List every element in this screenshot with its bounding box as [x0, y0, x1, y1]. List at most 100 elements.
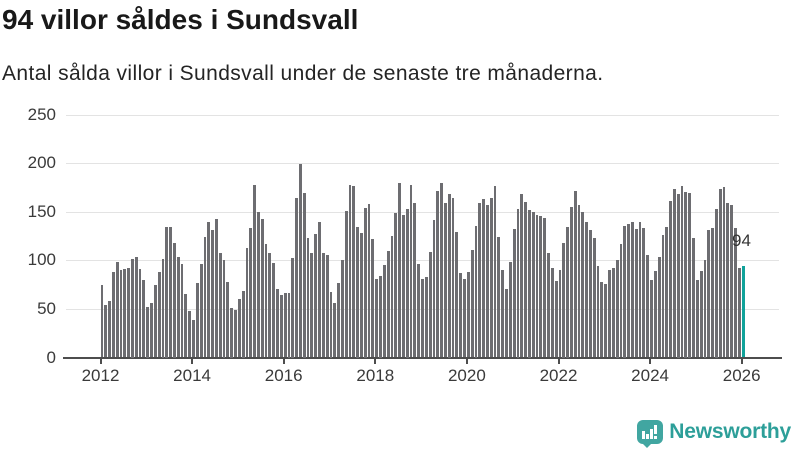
bar — [463, 278, 466, 358]
bar — [272, 263, 275, 358]
bar — [433, 219, 435, 358]
bar — [322, 252, 325, 358]
bar — [257, 211, 260, 358]
bar — [184, 294, 187, 358]
bar — [662, 235, 664, 358]
x-axis-tick-2020 — [465, 359, 468, 364]
bar — [520, 194, 523, 358]
bar — [734, 228, 737, 358]
bar — [589, 230, 592, 358]
bar — [574, 190, 577, 358]
y-axis-label-100: 100 — [27, 250, 56, 270]
bar — [394, 212, 397, 358]
bar — [391, 236, 393, 358]
bar — [421, 278, 424, 358]
bar — [669, 201, 672, 358]
bar — [494, 185, 496, 358]
chart-title: 94 villor såldes i Sundsvall — [2, 4, 359, 35]
bar — [723, 186, 725, 358]
bar — [429, 251, 432, 358]
bar — [383, 265, 386, 358]
bar — [330, 291, 332, 358]
bar — [314, 234, 317, 358]
y-axis-label-0: 0 — [46, 347, 56, 367]
bar — [467, 272, 470, 358]
bar — [181, 264, 183, 358]
bar — [532, 211, 535, 358]
bar — [692, 238, 695, 358]
bar — [173, 243, 176, 358]
bar — [307, 238, 309, 358]
bar — [192, 319, 195, 358]
x-axis-label-2024: 2024 — [631, 366, 669, 385]
bar — [688, 192, 691, 358]
bar — [444, 203, 447, 358]
bar — [196, 282, 199, 358]
bar — [475, 225, 477, 358]
gridline-250 — [66, 114, 779, 116]
bar — [127, 268, 130, 358]
bar — [123, 269, 126, 358]
bar — [642, 228, 645, 358]
bar — [673, 188, 676, 358]
x-axis-line — [63, 356, 782, 359]
bar — [417, 264, 420, 358]
bar — [303, 192, 306, 358]
bar — [379, 276, 382, 358]
bar — [436, 190, 439, 358]
gridline-200 — [66, 163, 779, 165]
bar — [528, 210, 531, 358]
bar — [620, 243, 622, 358]
x-axis-tick-2026 — [740, 359, 743, 364]
bar — [639, 221, 641, 358]
x-axis-label-2018: 2018 — [356, 366, 395, 385]
bar — [600, 281, 603, 358]
bar — [360, 233, 363, 358]
bar — [623, 225, 626, 358]
bar — [711, 228, 714, 358]
bar — [207, 221, 210, 358]
bar — [341, 260, 344, 358]
bar — [497, 237, 500, 358]
bar — [230, 308, 233, 358]
bar — [612, 268, 615, 358]
bar — [364, 208, 367, 358]
x-axis-tick-2022 — [557, 359, 560, 364]
x-axis-tick-2024 — [649, 359, 652, 364]
bar — [539, 215, 542, 358]
bar — [261, 218, 264, 358]
bar — [246, 247, 248, 358]
bar — [177, 256, 180, 358]
x-axis-tick-2016 — [282, 359, 285, 364]
newsworthy-logo[interactable]: Newsworthy — [637, 418, 791, 448]
bar — [608, 270, 611, 358]
bar — [219, 252, 222, 358]
bar — [265, 243, 267, 358]
bar — [604, 283, 607, 358]
bar — [715, 209, 718, 358]
x-axis-label-2020: 2020 — [447, 366, 486, 385]
bar — [211, 230, 214, 358]
bar — [387, 250, 390, 358]
bar — [570, 207, 573, 358]
bar — [299, 164, 302, 358]
bar — [104, 305, 107, 358]
bar — [681, 185, 683, 358]
x-axis-label-2022: 2022 — [539, 366, 578, 385]
bar — [696, 279, 699, 358]
bar — [719, 188, 722, 358]
bar — [310, 252, 313, 358]
bar — [116, 262, 119, 358]
bar — [440, 182, 443, 358]
bar — [268, 252, 271, 358]
bar — [356, 226, 359, 358]
bar — [295, 198, 298, 358]
bar — [459, 273, 462, 358]
bar — [555, 280, 558, 358]
bar — [726, 203, 729, 358]
bar — [288, 292, 290, 358]
bar — [501, 270, 504, 358]
bar — [284, 293, 287, 358]
bar — [142, 279, 145, 358]
